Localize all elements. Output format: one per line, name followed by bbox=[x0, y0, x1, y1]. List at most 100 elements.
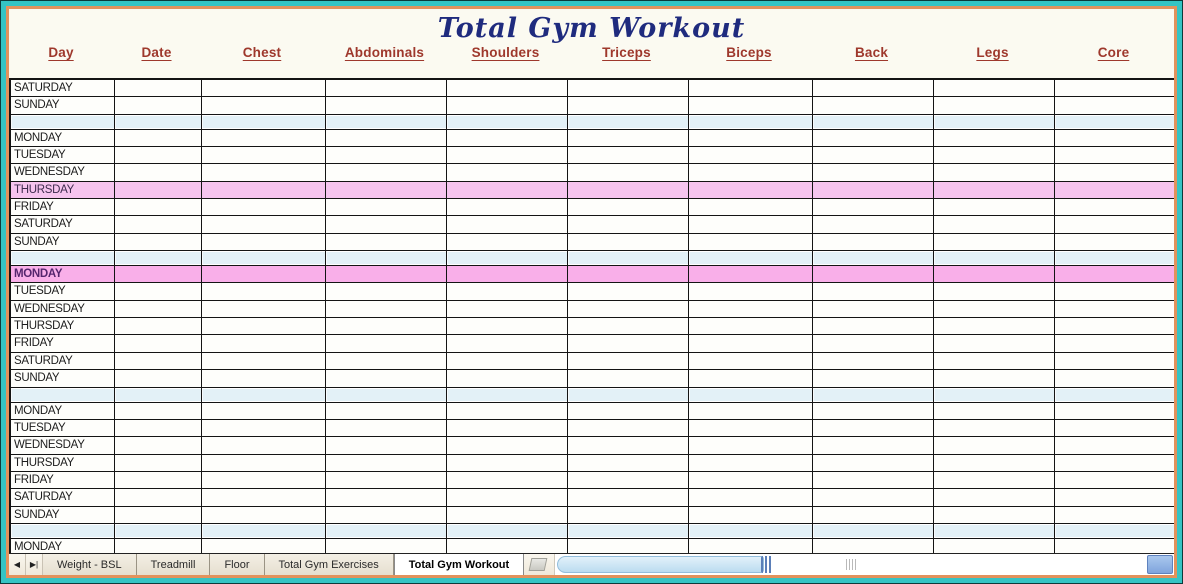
grid-cell[interactable] bbox=[689, 97, 813, 114]
grid-cell[interactable] bbox=[934, 489, 1055, 506]
grid-cell[interactable] bbox=[202, 300, 326, 318]
grid-cell[interactable] bbox=[813, 437, 934, 454]
grid-cell[interactable] bbox=[115, 352, 202, 370]
grid-cell[interactable] bbox=[447, 266, 568, 283]
grid-cell[interactable] bbox=[934, 181, 1055, 199]
grid-cell[interactable] bbox=[1055, 164, 1174, 180]
grid-cell[interactable] bbox=[115, 147, 202, 164]
sheet-tab-floor[interactable]: Floor bbox=[210, 554, 265, 575]
grid-cell[interactable] bbox=[115, 233, 202, 251]
grid-cell[interactable] bbox=[689, 114, 813, 129]
grid-cell[interactable] bbox=[202, 181, 326, 199]
grid-cell[interactable] bbox=[813, 387, 934, 402]
grid-cell[interactable] bbox=[202, 266, 326, 283]
grid-cell[interactable] bbox=[813, 114, 934, 129]
day-label-cell[interactable]: SATURDAY bbox=[11, 489, 115, 506]
day-label-cell[interactable]: WEDNESDAY bbox=[11, 300, 115, 318]
grid-cell[interactable] bbox=[813, 300, 934, 318]
grid-cell[interactable] bbox=[934, 352, 1055, 370]
grid-cell[interactable] bbox=[934, 266, 1055, 283]
day-label-cell[interactable]: FRIDAY bbox=[11, 335, 115, 352]
grid-cell[interactable] bbox=[934, 506, 1055, 523]
grid-cell[interactable] bbox=[326, 300, 447, 318]
day-label-cell[interactable]: SATURDAY bbox=[11, 352, 115, 370]
day-label-cell[interactable]: SATURDAY bbox=[11, 80, 115, 97]
grid-cell[interactable] bbox=[115, 419, 202, 437]
column-header-back[interactable]: Back bbox=[811, 44, 932, 66]
grid-cell[interactable] bbox=[115, 97, 202, 114]
grid-cell[interactable] bbox=[115, 538, 202, 553]
grid-cell[interactable] bbox=[1055, 199, 1174, 215]
grid-cell[interactable] bbox=[568, 266, 689, 283]
grid-cell[interactable] bbox=[689, 335, 813, 352]
grid-cell[interactable] bbox=[934, 300, 1055, 318]
grid-cell[interactable] bbox=[568, 437, 689, 454]
grid-cell[interactable] bbox=[1055, 353, 1174, 369]
grid-cell[interactable] bbox=[689, 489, 813, 506]
grid-cell[interactable] bbox=[934, 419, 1055, 437]
grid-cell[interactable] bbox=[202, 199, 326, 216]
grid-cell[interactable] bbox=[115, 164, 202, 181]
grid-cell[interactable] bbox=[813, 489, 934, 506]
grid-cell[interactable] bbox=[934, 114, 1055, 129]
grid-cell[interactable] bbox=[115, 402, 202, 419]
grid-cell[interactable] bbox=[934, 523, 1055, 538]
grid-cell[interactable] bbox=[326, 114, 447, 129]
grid-cell[interactable] bbox=[689, 538, 813, 553]
grid-cell[interactable] bbox=[934, 80, 1055, 97]
grid-cell[interactable] bbox=[1055, 507, 1174, 523]
grid-cell[interactable] bbox=[1055, 524, 1174, 538]
day-label-cell[interactable]: THURSDAY bbox=[11, 181, 115, 199]
grid-cell[interactable] bbox=[1055, 130, 1174, 146]
grid-cell[interactable] bbox=[689, 471, 813, 489]
grid-cell[interactable] bbox=[568, 538, 689, 553]
grid-cell[interactable] bbox=[1055, 216, 1174, 232]
day-label-cell[interactable]: SUNDAY bbox=[11, 506, 115, 523]
grid-cell[interactable] bbox=[934, 471, 1055, 489]
insert-worksheet-icon[interactable] bbox=[528, 558, 548, 571]
grid-cell[interactable] bbox=[568, 300, 689, 318]
column-header-legs[interactable]: Legs bbox=[932, 44, 1053, 66]
grid-cell[interactable] bbox=[115, 454, 202, 471]
grid-cell[interactable] bbox=[202, 80, 326, 97]
grid-cell[interactable] bbox=[568, 181, 689, 199]
grid-cell[interactable] bbox=[813, 454, 934, 471]
grid-cell[interactable] bbox=[813, 523, 934, 538]
grid-cell[interactable] bbox=[1055, 283, 1174, 299]
grid-cell[interactable] bbox=[568, 489, 689, 506]
grid-cell[interactable] bbox=[813, 335, 934, 352]
grid-cell[interactable] bbox=[326, 538, 447, 553]
grid-cell[interactable] bbox=[447, 97, 568, 114]
grid-cell[interactable] bbox=[447, 506, 568, 523]
grid-cell[interactable] bbox=[447, 538, 568, 553]
grid-cell[interactable] bbox=[813, 181, 934, 199]
grid-cell[interactable] bbox=[934, 437, 1055, 454]
grid-cell[interactable] bbox=[115, 129, 202, 147]
grid-cell[interactable] bbox=[689, 129, 813, 147]
grid-cell[interactable] bbox=[934, 147, 1055, 164]
grid-cell[interactable] bbox=[202, 216, 326, 233]
grid-cell[interactable] bbox=[1055, 301, 1174, 317]
grid-cell[interactable] bbox=[447, 164, 568, 181]
grid-cell[interactable] bbox=[934, 233, 1055, 251]
grid-cell[interactable] bbox=[202, 251, 326, 266]
grid-cell[interactable] bbox=[934, 216, 1055, 233]
grid-cell[interactable] bbox=[326, 523, 447, 538]
grid-cell[interactable] bbox=[326, 471, 447, 489]
day-label-cell[interactable]: FRIDAY bbox=[11, 199, 115, 216]
grid-cell[interactable] bbox=[447, 352, 568, 370]
grid-cell[interactable] bbox=[1055, 455, 1174, 471]
grid-cell[interactable] bbox=[326, 129, 447, 147]
column-header-chest[interactable]: Chest bbox=[200, 44, 324, 66]
grid-cell[interactable] bbox=[813, 283, 934, 300]
grid-cell[interactable] bbox=[568, 318, 689, 335]
day-label-cell[interactable]: SUNDAY bbox=[11, 233, 115, 251]
day-label-cell[interactable]: WEDNESDAY bbox=[11, 437, 115, 454]
grid-cell[interactable] bbox=[1055, 182, 1174, 198]
grid-cell[interactable] bbox=[447, 387, 568, 402]
grid-cell[interactable] bbox=[447, 402, 568, 419]
grid-cell[interactable] bbox=[115, 370, 202, 387]
grid-cell[interactable] bbox=[447, 80, 568, 97]
grid-cell[interactable] bbox=[115, 199, 202, 216]
grid-cell[interactable] bbox=[447, 283, 568, 300]
